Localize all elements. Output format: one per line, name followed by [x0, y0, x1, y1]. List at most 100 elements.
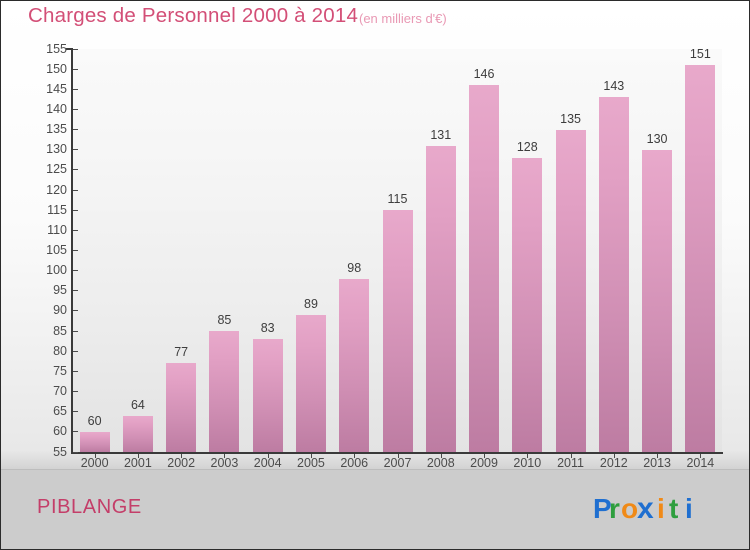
bar[interactable] [685, 65, 716, 452]
y-axis-label: 80 [53, 343, 67, 358]
x-axis-label: 2014 [686, 456, 715, 470]
x-axis-tick [657, 454, 659, 458]
x-axis-tick [484, 454, 486, 458]
y-axis-label: 135 [46, 122, 67, 137]
bar[interactable] [295, 314, 326, 452]
x-axis-tick [440, 454, 442, 458]
bar-value-label: 146 [473, 67, 495, 82]
y-axis-label: 125 [46, 162, 67, 177]
y-axis-tick [73, 411, 78, 413]
x-axis-label: 2012 [599, 456, 628, 470]
y-axis-label: 55 [53, 444, 67, 459]
x-axis-tick [181, 454, 183, 458]
x-axis-label: 2004 [253, 456, 282, 470]
bar[interactable] [425, 145, 456, 452]
logo-letter-r: r [609, 493, 620, 524]
y-axis-label: 60 [53, 424, 67, 439]
y-axis-label: 90 [53, 303, 67, 318]
y-axis-label: 70 [53, 384, 67, 399]
logo-letter-i: i [657, 493, 665, 524]
y-axis-label: 130 [46, 142, 67, 157]
page-title: Charges de Personnel 2000 à 2014 [28, 4, 359, 27]
bar[interactable] [79, 431, 110, 452]
bar[interactable] [166, 363, 197, 452]
x-axis-label: 2002 [167, 456, 196, 470]
y-axis-tick [73, 88, 78, 90]
logo-letter-t: t [669, 493, 678, 524]
x-axis-label: 2013 [643, 456, 671, 470]
y-axis-line [71, 48, 73, 453]
y-axis-tick [73, 350, 78, 352]
x-axis-line [71, 452, 723, 454]
y-axis-tick [73, 229, 78, 231]
y-axis-label: 115 [47, 202, 67, 217]
bar[interactable] [469, 85, 500, 452]
bar[interactable] [382, 210, 413, 452]
y-axis-tick [73, 108, 78, 110]
y-axis-label: 145 [46, 81, 67, 96]
y-axis-tick [73, 250, 78, 251]
y-axis-tick [73, 149, 78, 151]
bar-value-label: 128 [516, 139, 538, 154]
y-axis-tick [73, 451, 78, 453]
bar[interactable] [339, 278, 370, 452]
x-axis-tick [397, 454, 399, 458]
bar[interactable] [209, 331, 240, 452]
bar-value-label: 89 [304, 296, 318, 311]
y-axis-label: 65 [53, 404, 67, 419]
logo-letter-i: i [685, 493, 693, 524]
x-axis-label: 2003 [210, 456, 239, 470]
footer-divider [1, 469, 749, 470]
bar-value-label: 98 [347, 260, 362, 275]
y-axis-label: 85 [53, 323, 67, 338]
bar-value-label: 131 [430, 127, 452, 142]
y-axis-tick [73, 391, 78, 393]
bar-value-label: 83 [260, 321, 275, 336]
bar-value-label: 130 [646, 131, 668, 146]
bar-value-label: 77 [174, 345, 189, 360]
y-axis-labels: 55 60 65 70 75 80 85 90 95 100 105 110 115 120 125 130 1… [21, 1, 67, 549]
x-axis-label: 2006 [340, 456, 369, 470]
y-axis-tick [73, 68, 78, 70]
chart-header: Charges de Personnel 2000 à 2014 (en mil… [1, 1, 749, 37]
y-axis-label: 100 [46, 263, 67, 278]
bar[interactable] [598, 97, 629, 452]
x-axis-label: 2001 [123, 456, 152, 470]
logo-letter-P: P [593, 493, 612, 524]
x-axis-tick [310, 454, 312, 458]
y-axis-tick [73, 129, 78, 131]
y-axis-tick [73, 290, 78, 292]
y-axis-tick [73, 48, 78, 50]
y-axis-label: 140 [46, 101, 67, 116]
x-axis-tick [570, 454, 572, 458]
x-axis-tick [354, 454, 356, 458]
y-axis-tick [73, 310, 78, 312]
y-axis-label: 150 [46, 61, 67, 76]
bar[interactable] [642, 149, 673, 452]
x-axis-label: 2008 [426, 456, 455, 470]
proxiti-logo-mark: Pr ox i t i [593, 492, 693, 525]
bar[interactable] [555, 129, 586, 452]
y-axis-tick [73, 270, 78, 272]
y-axis-tick [73, 370, 78, 372]
bar[interactable] [252, 339, 283, 452]
y-axis-label: 155 [46, 41, 67, 56]
bar[interactable] [122, 415, 153, 452]
bar-value-label: 85 [217, 313, 232, 328]
x-axis-label: 2007 [383, 456, 412, 470]
y-axis-label: 75 [53, 363, 67, 378]
y-axis-label: 105 [46, 243, 67, 257]
y-axis-label: 95 [53, 283, 67, 298]
bar-value-label: 135 [560, 111, 581, 126]
bar-value-label: 151 [689, 47, 711, 62]
y-axis-top-cap [66, 48, 73, 50]
bar-value-label: 115 [387, 192, 408, 207]
bar[interactable] [512, 157, 543, 452]
x-axis-label: 2000 [80, 456, 109, 470]
x-axis-tick [527, 454, 529, 458]
x-axis-tick [613, 454, 615, 458]
place-name: PIBLANGE [37, 496, 142, 518]
